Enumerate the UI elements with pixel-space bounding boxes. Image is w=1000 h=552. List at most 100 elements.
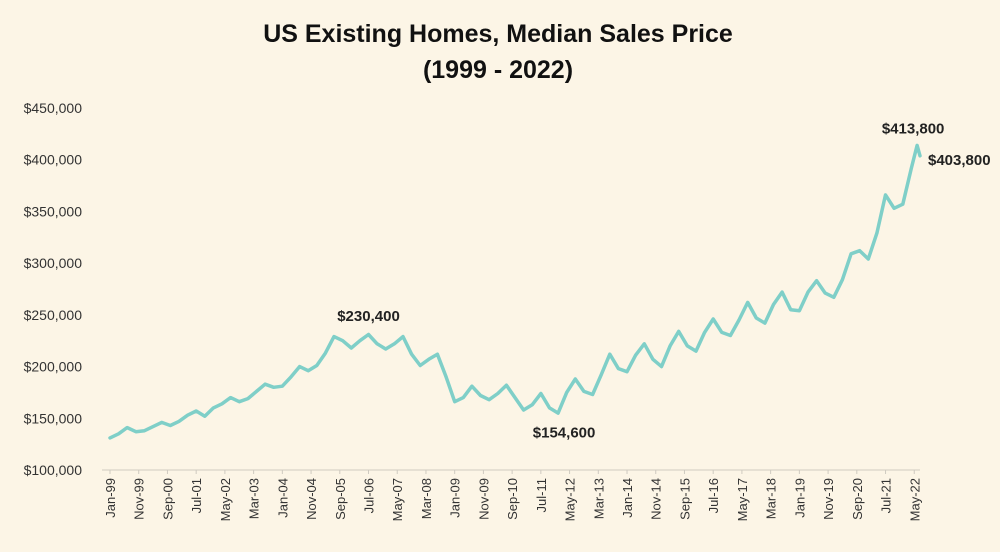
data-point <box>815 279 818 282</box>
data-point <box>916 144 918 147</box>
data-point <box>384 348 387 350</box>
x-tick-label: May-02 <box>218 478 233 521</box>
x-tick-label: Sep-10 <box>505 478 520 520</box>
data-point <box>626 370 628 373</box>
data-point <box>600 374 602 376</box>
data-point <box>583 390 585 393</box>
data-point <box>212 407 215 409</box>
x-tick-label: Sep-00 <box>160 478 175 520</box>
data-point <box>703 331 706 334</box>
data-point <box>143 429 146 432</box>
data-point <box>540 392 542 395</box>
data-label: $154,600 <box>533 425 596 442</box>
data-point <box>264 383 266 386</box>
x-tick-label: Nov-09 <box>476 478 491 520</box>
data-point <box>781 291 783 293</box>
data-point <box>462 396 465 399</box>
data-point <box>471 385 473 388</box>
data-label: $230,400 <box>337 308 400 325</box>
data-point <box>876 232 878 234</box>
data-point <box>772 303 775 306</box>
data-point <box>557 412 559 414</box>
data-label: $413,800 <box>882 120 945 137</box>
data-point <box>324 352 327 354</box>
x-tick-label: May-17 <box>735 478 750 521</box>
data-point <box>367 333 370 336</box>
y-axis: $100,000 $150,000 $200,000 $250,000 $300,000… <box>24 100 83 478</box>
data-point <box>850 253 852 255</box>
series-group <box>108 143 922 440</box>
data-point <box>798 309 801 312</box>
data-point <box>669 345 671 347</box>
x-tick-label: Nov-04 <box>304 478 319 520</box>
y-tick-label: $250,000 <box>24 307 83 323</box>
data-point <box>402 335 404 338</box>
data-point <box>272 386 275 389</box>
data-point <box>643 343 646 345</box>
data-point <box>152 425 154 428</box>
data-point <box>298 365 301 368</box>
data-point <box>341 339 344 342</box>
x-tick-label: Jan-04 <box>275 478 290 518</box>
data-point <box>178 420 180 423</box>
data-point <box>316 364 318 367</box>
x-axis: Jan-99 Nov-99 Sep-00 Jul-01 May-02 Mar-03 Jan-… <box>103 470 922 521</box>
data-point <box>824 292 826 294</box>
data-point <box>609 353 611 356</box>
chart-subtitle: (1999 - 2022) <box>423 56 573 84</box>
data-point <box>652 358 654 361</box>
data-point <box>660 365 663 368</box>
data-point <box>393 343 396 345</box>
y-tick-label: $100,000 <box>24 462 83 478</box>
x-tick-label: May-12 <box>563 478 578 521</box>
series-line <box>108 143 922 440</box>
data-point <box>634 354 637 357</box>
data-point <box>807 291 809 293</box>
data-point <box>376 343 378 345</box>
data-point <box>195 410 197 412</box>
data-point <box>505 384 508 387</box>
data-point <box>729 334 732 337</box>
data-point <box>419 364 422 367</box>
data-point <box>910 167 913 169</box>
data-point <box>919 155 921 157</box>
x-tick-label: Jan-99 <box>103 478 118 518</box>
data-point <box>574 378 577 380</box>
x-tick-label: Jul-01 <box>189 478 204 513</box>
x-tick-label: Nov-99 <box>132 478 147 520</box>
y-tick-label: $350,000 <box>24 203 83 219</box>
data-point <box>479 394 482 397</box>
data-point <box>746 301 749 304</box>
x-tick-label: Jan-09 <box>448 478 463 518</box>
data-point <box>522 409 525 411</box>
data-point <box>867 258 870 260</box>
x-tick-label: May-22 <box>907 478 922 521</box>
data-point <box>247 397 249 400</box>
data-point <box>445 376 447 378</box>
data-point <box>333 335 335 338</box>
data-point <box>497 392 499 395</box>
data-point <box>884 194 887 196</box>
x-tick-label: Mar-08 <box>419 478 434 519</box>
x-tick-label: Nov-14 <box>649 478 664 520</box>
data-point <box>677 330 680 333</box>
data-point <box>221 403 223 405</box>
data-point <box>359 339 361 342</box>
data-point <box>789 308 792 311</box>
x-tick-label: Jan-14 <box>620 478 635 518</box>
y-tick-label: $450,000 <box>24 100 83 116</box>
x-tick-label: Jul-16 <box>706 478 721 513</box>
data-point <box>695 350 697 352</box>
data-point <box>436 353 439 356</box>
data-point <box>255 390 258 393</box>
data-point <box>591 393 594 396</box>
data-point <box>565 391 568 394</box>
x-tick-label: Sep-15 <box>677 478 692 520</box>
data-point <box>135 430 137 433</box>
data-point <box>350 347 353 349</box>
data-point <box>238 400 241 403</box>
data-point <box>617 367 620 370</box>
x-tick-label: Nov-19 <box>821 478 836 520</box>
x-tick-label: Mar-13 <box>591 478 606 519</box>
